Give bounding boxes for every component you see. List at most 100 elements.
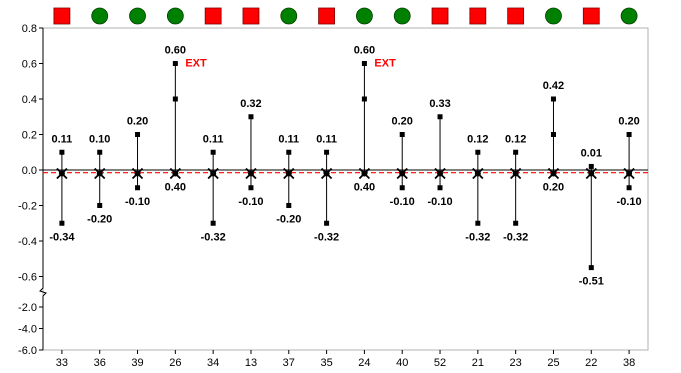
lower-point (588, 265, 594, 271)
upper-point (513, 149, 519, 155)
center-point (285, 170, 292, 177)
lower-value-label: -0.10 (617, 196, 642, 208)
lower-point (626, 185, 632, 191)
lower-point (248, 185, 254, 191)
marker-square (318, 7, 335, 25)
upper-point (475, 149, 481, 155)
lower-value-label: -0.20 (87, 214, 112, 226)
lower-point (59, 220, 65, 226)
upper-point (172, 61, 178, 66)
lower-point (172, 96, 178, 102)
upper-point (550, 96, 556, 102)
lower-point (135, 185, 141, 191)
center-point (474, 170, 481, 177)
y-tick-label: 0.4 (22, 94, 37, 106)
x-tick-label: 52 (434, 357, 446, 369)
center-point (96, 170, 103, 177)
upper-value-label: 0.11 (278, 133, 299, 145)
x-tick-label: 24 (358, 357, 370, 369)
upper-value-label: 0.20 (127, 116, 148, 128)
lower-value-label: 0.20 (543, 182, 564, 194)
upper-value-label: 0.33 (429, 98, 450, 110)
y-axis-break (39, 287, 47, 297)
upper-value-label: 0.12 (505, 133, 526, 145)
y-tick-label: 0.0 (22, 165, 37, 177)
lower-point (324, 220, 330, 226)
upper-value-label: 0.11 (316, 133, 337, 145)
x-tick-label: 35 (320, 357, 332, 369)
lower-point (513, 220, 519, 226)
upper-point (59, 149, 65, 155)
marker-circle (166, 7, 184, 25)
upper-point (588, 163, 594, 169)
lower-point (550, 132, 556, 137)
lower-value-label: -0.32 (314, 231, 339, 243)
lower-value-label: -0.32 (503, 231, 528, 243)
x-tick-label: 23 (510, 357, 522, 369)
lower-value-label: -0.34 (49, 231, 75, 243)
marker-circle (91, 7, 109, 25)
marker-square (507, 7, 525, 25)
x-tick-label: 40 (396, 357, 408, 369)
marker-square (204, 7, 222, 25)
upper-point (135, 132, 141, 137)
x-tick-label: 25 (547, 357, 559, 369)
x-tick-label: 21 (472, 357, 484, 369)
x-tick-label: 36 (94, 357, 106, 369)
marker-circle (129, 7, 146, 25)
marker-square (469, 7, 487, 25)
marker-circle (393, 7, 411, 25)
lower-value-label: -0.10 (125, 196, 150, 208)
ext-annotation: EXT (374, 58, 396, 70)
lower-point (210, 220, 216, 226)
x-tick-label: 38 (623, 357, 635, 369)
lower-value-label: -0.32 (201, 231, 226, 243)
upper-point (361, 61, 367, 66)
upper-value-label: 0.60 (354, 45, 375, 57)
y-tick-label: -0.2 (18, 201, 37, 213)
center-point (512, 170, 519, 177)
lower-point (475, 220, 481, 226)
upper-value-label: 0.11 (203, 133, 224, 145)
y-tick-label: 0.6 (22, 59, 37, 71)
upper-value-label: 0.20 (618, 116, 639, 128)
y-tick-label: -6.0 (18, 345, 37, 357)
upper-point (210, 149, 216, 155)
y-tick-label: -2.0 (18, 302, 37, 314)
lower-value-label: -0.51 (579, 276, 604, 288)
y-tick-label: 0.8 (22, 23, 37, 35)
center-point (399, 170, 406, 177)
x-tick-label: 13 (245, 357, 257, 369)
upper-point (286, 149, 292, 155)
lower-point (399, 185, 405, 191)
upper-value-label: 0.01 (581, 147, 602, 159)
center-point (550, 170, 557, 177)
upper-value-label: 0.60 (165, 45, 186, 57)
lower-value-label: -0.32 (465, 231, 490, 243)
marker-square (431, 7, 449, 25)
marker-circle (545, 7, 562, 25)
upper-point (97, 149, 103, 155)
upper-point (399, 132, 405, 137)
lower-value-label: 0.40 (165, 182, 186, 194)
upper-point (437, 114, 443, 120)
x-tick-label: 34 (207, 357, 219, 369)
upper-value-label: 0.42 (543, 80, 564, 92)
upper-point (248, 114, 254, 120)
lower-point (286, 203, 292, 208)
lower-value-label: -0.10 (427, 196, 452, 208)
y-tick-label: -0.6 (18, 272, 37, 284)
lower-value-label: -0.10 (390, 196, 415, 208)
upper-value-label: 0.32 (240, 98, 261, 110)
upper-point (626, 132, 632, 137)
upper-value-label: 0.11 (52, 133, 73, 145)
lower-value-label: -0.20 (276, 214, 301, 226)
center-point (361, 170, 368, 177)
marker-square (53, 7, 71, 25)
center-point (247, 170, 254, 177)
marker-square (242, 7, 260, 25)
x-tick-label: 33 (56, 357, 68, 369)
center-point (210, 170, 217, 177)
y-tick-label: -4.0 (18, 324, 37, 336)
